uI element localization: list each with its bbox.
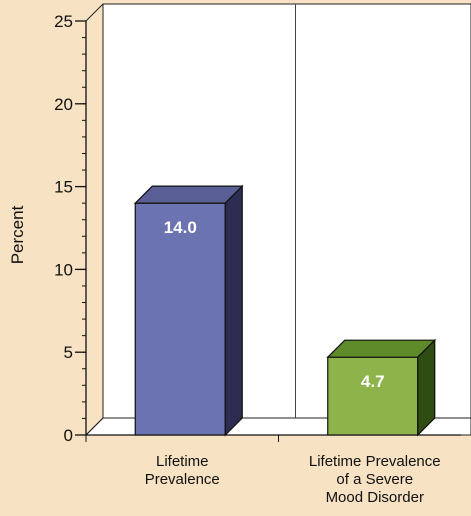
y-axis-title: Percent — [8, 205, 27, 264]
bar-front — [327, 356, 419, 436]
bar-side — [224, 184, 243, 437]
x-category-label: Lifetime Prevalence — [145, 453, 220, 488]
y-tick-label: 0 — [64, 426, 73, 445]
y-tick-label: 15 — [54, 178, 73, 197]
bar-top — [326, 339, 437, 358]
bar-front — [134, 202, 226, 436]
axis-top-connector — [85, 3, 104, 22]
x-category-label-line: of a Severe — [336, 471, 413, 488]
x-category-label-line: Lifetime Prevalence — [309, 453, 441, 470]
y-tick-label: 20 — [54, 95, 73, 114]
x-category-label-line: Mood Disorder — [326, 489, 424, 506]
bar-value-label: 4.7 — [361, 372, 385, 391]
axis-bottom-connector — [85, 417, 104, 436]
bar-side — [417, 338, 436, 437]
x-category-label-line: Prevalence — [145, 471, 220, 488]
y-tick-label: 25 — [54, 12, 73, 31]
x-category-label-line: Lifetime — [156, 453, 209, 470]
bar-value-label: 14.0 — [164, 218, 197, 237]
bar-top — [133, 185, 244, 204]
y-tick-label: 10 — [54, 260, 73, 279]
x-category-label: Lifetime Prevalence of a Severe Mood Disor… — [309, 453, 441, 506]
y-tick-label: 5 — [64, 343, 73, 362]
